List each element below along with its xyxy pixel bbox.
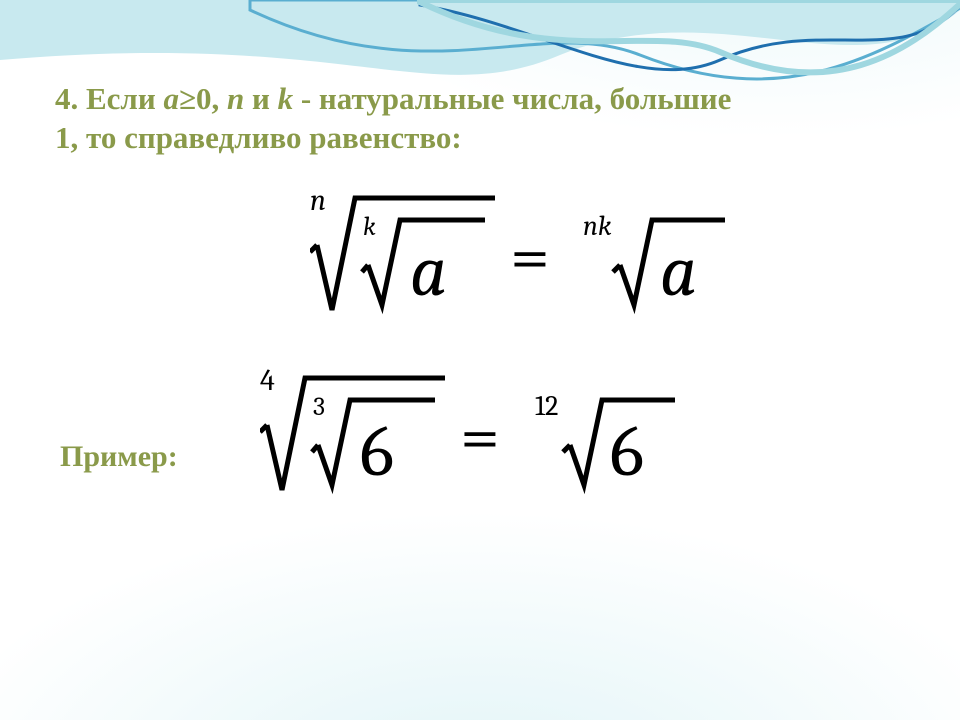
slide: 4. Если a≥0, n и k - натуральные числа, … bbox=[0, 0, 960, 720]
heading-and: и bbox=[244, 81, 277, 116]
main-formula: n k a = nk a bbox=[310, 180, 730, 320]
ex-radicand: 6 bbox=[360, 410, 394, 493]
ex-inner-index: 3 bbox=[313, 392, 325, 422]
ex-result-radicand: 6 bbox=[610, 410, 644, 493]
heading: 4. Если a≥0, n и k - натуральные числа, … bbox=[55, 80, 905, 158]
heading-rest2: 1, то справедливо равенство: bbox=[55, 120, 462, 155]
heading-k: k bbox=[278, 81, 294, 116]
main-radicand: a bbox=[410, 230, 447, 313]
heading-n: n bbox=[227, 81, 244, 116]
heading-a: a bbox=[163, 81, 179, 116]
heading-rest1: - натуральные числа, большие bbox=[293, 81, 731, 116]
ex-outer-index: 4 bbox=[260, 363, 275, 398]
heading-prefix: 4. Если bbox=[55, 81, 163, 116]
example-label: Пример: bbox=[60, 440, 178, 474]
example-formula: 4 3 6 = 12 6 bbox=[260, 360, 680, 500]
main-outer-index: n bbox=[310, 183, 326, 218]
main-result-index: nk bbox=[583, 210, 612, 242]
main-equals: = bbox=[510, 215, 550, 298]
main-inner-index: k bbox=[363, 212, 376, 242]
main-result-radicand: a bbox=[660, 230, 697, 313]
ex-result-index: 12 bbox=[535, 390, 558, 422]
ex-equals: = bbox=[460, 395, 500, 478]
heading-geq0: ≥0, bbox=[179, 81, 227, 116]
